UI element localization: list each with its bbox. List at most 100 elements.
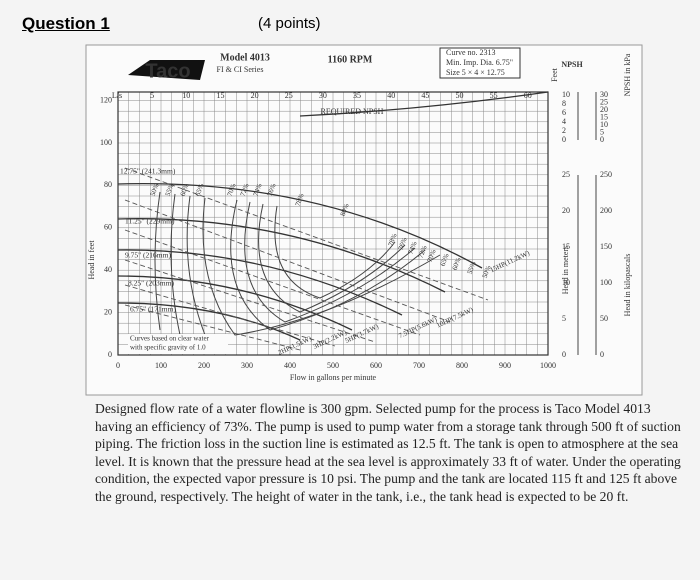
kpa-npsh-tick-label: 0 <box>600 135 604 144</box>
x-tick-label: 200 <box>198 361 210 370</box>
kpa-npsh-label: NPSH in kPa <box>623 53 632 96</box>
impeller-label: 9.75" (216mm) <box>125 251 171 260</box>
top-tick-label: 10 <box>182 91 190 100</box>
meters-tick-label: 20 <box>562 206 570 215</box>
y-tick-label: 20 <box>104 307 112 316</box>
impeller-label: 6.75" (171mm) <box>130 305 176 314</box>
efficiency-curve <box>186 195 206 336</box>
y-tick-label: 80 <box>104 180 112 189</box>
note: Curves based on clear water <box>130 335 210 343</box>
efficiency-label: 55% <box>164 182 176 197</box>
horsepower-line <box>124 167 489 301</box>
points: (4 points) <box>258 15 321 32</box>
efficiency-label: 70% <box>426 248 438 263</box>
kpa-npsh-tick-label: 10 <box>600 120 608 129</box>
kpa-npsh-tick-label: 20 <box>600 105 608 114</box>
kpa-npsh-tick-label: 25 <box>600 97 608 106</box>
efficiency-label: 72% <box>417 244 429 259</box>
question-text: Designed flow rate of a water flowline i… <box>95 401 681 504</box>
note: with specific gravity of 1.0 <box>130 344 206 352</box>
x-axis-label: Flow in gallons per minute <box>290 373 377 382</box>
top-tick-label: 20 <box>251 91 259 100</box>
efficiency-curve <box>244 201 416 323</box>
kpa-npsh-tick-label: 15 <box>600 112 608 121</box>
efficiency-label: 78% <box>387 232 399 247</box>
kpa-npsh-tick-label: 5 <box>600 127 604 136</box>
x-tick-label: 600 <box>370 361 382 370</box>
right-axes <box>577 92 597 355</box>
x-tick-label: 0 <box>116 361 120 370</box>
impeller-curve <box>117 249 403 316</box>
kpa-npsh-tick-label: 30 <box>600 90 608 99</box>
efficiency-label: 80% <box>339 202 351 217</box>
impeller-curve <box>117 275 353 331</box>
y-tick-label: 40 <box>104 265 112 274</box>
x-tick-label: 500 <box>327 361 339 370</box>
efficiency-curve <box>154 191 161 331</box>
efficiency-curve <box>274 205 396 299</box>
y-tick-label: 60 <box>104 223 112 232</box>
efficiency-label: 50% <box>481 264 493 279</box>
efficiency-label: 70% <box>226 182 238 197</box>
grid <box>117 92 549 356</box>
meters-label: Head in meters <box>561 246 570 294</box>
efficiency-label: 60% <box>179 182 191 197</box>
horsepower-line <box>124 304 301 351</box>
top-tick-label: 50 <box>456 91 464 100</box>
note-box <box>128 334 228 354</box>
top-tick-label: 40 <box>387 91 395 100</box>
curve-info: Curve no. 2313 <box>446 48 496 57</box>
efficiency-label: 65% <box>439 252 451 267</box>
kpa-tick-label: 150 <box>600 242 612 251</box>
impeller-label: 11.25" (229mm) <box>125 217 175 226</box>
kpa-tick-label: 250 <box>600 170 612 179</box>
top-tick-label: 30 <box>319 91 327 100</box>
meters-tick-label: 15 <box>562 242 570 251</box>
x-tick-label: 1000 <box>540 361 556 370</box>
efficiency-label: 72% <box>239 182 251 197</box>
impeller-label: 8.25" (203mm) <box>128 279 174 288</box>
efficiency-label: 50% <box>149 182 161 197</box>
impeller-label: 12.75" (241.3mm) <box>120 167 176 176</box>
efficiency-label: 74% <box>252 182 264 197</box>
x-tick-label: 900 <box>499 361 511 370</box>
top-tick-label: 45 <box>421 91 429 100</box>
efficiency-label: 55% <box>466 260 478 275</box>
kpa-tick-label: 200 <box>600 206 612 215</box>
npsh-curve <box>299 91 549 117</box>
x-tick-label: 100 <box>155 361 167 370</box>
meters-tick-label: 5 <box>562 314 566 323</box>
horsepower-line <box>124 284 336 347</box>
series: FI & CI Series <box>217 65 264 74</box>
efficiency-label: 76% <box>266 182 278 197</box>
x-tick-label: 300 <box>241 361 253 370</box>
question-title: Question 1 <box>22 14 110 33</box>
efficiency-label: 60% <box>451 256 463 271</box>
plot-border <box>117 91 549 356</box>
top-tick-label: 15 <box>216 91 224 100</box>
feet-label: Feet <box>550 67 559 82</box>
horsepower-line <box>124 199 451 323</box>
top-tick-label: 35 <box>353 91 361 100</box>
kpa-tick-label: 100 <box>600 278 612 287</box>
efficiency-label: 78% <box>294 192 306 207</box>
meters-tick-label: 10 <box>562 278 570 287</box>
curve-info-box <box>439 47 521 79</box>
model: Model 4013 <box>220 52 270 63</box>
rpm: 1160 RPM <box>328 54 373 65</box>
top-axis-unit: L/s <box>112 91 122 100</box>
npsh-title: NPSH <box>561 60 583 69</box>
y-tick-label: 100 <box>100 138 112 147</box>
feet-tick-label: 4 <box>562 117 566 126</box>
x-tick-label: 700 <box>413 361 425 370</box>
logo-mark <box>128 60 205 80</box>
top-tick-label: 25 <box>285 91 293 100</box>
meters-tick-label: 0 <box>562 350 566 359</box>
feet-tick-label: 6 <box>562 108 566 117</box>
efficiency-curve <box>258 203 406 313</box>
meters-tick-label: 25 <box>562 170 570 179</box>
impeller-curve <box>117 218 446 293</box>
y-tick-label: 120 <box>100 95 112 104</box>
